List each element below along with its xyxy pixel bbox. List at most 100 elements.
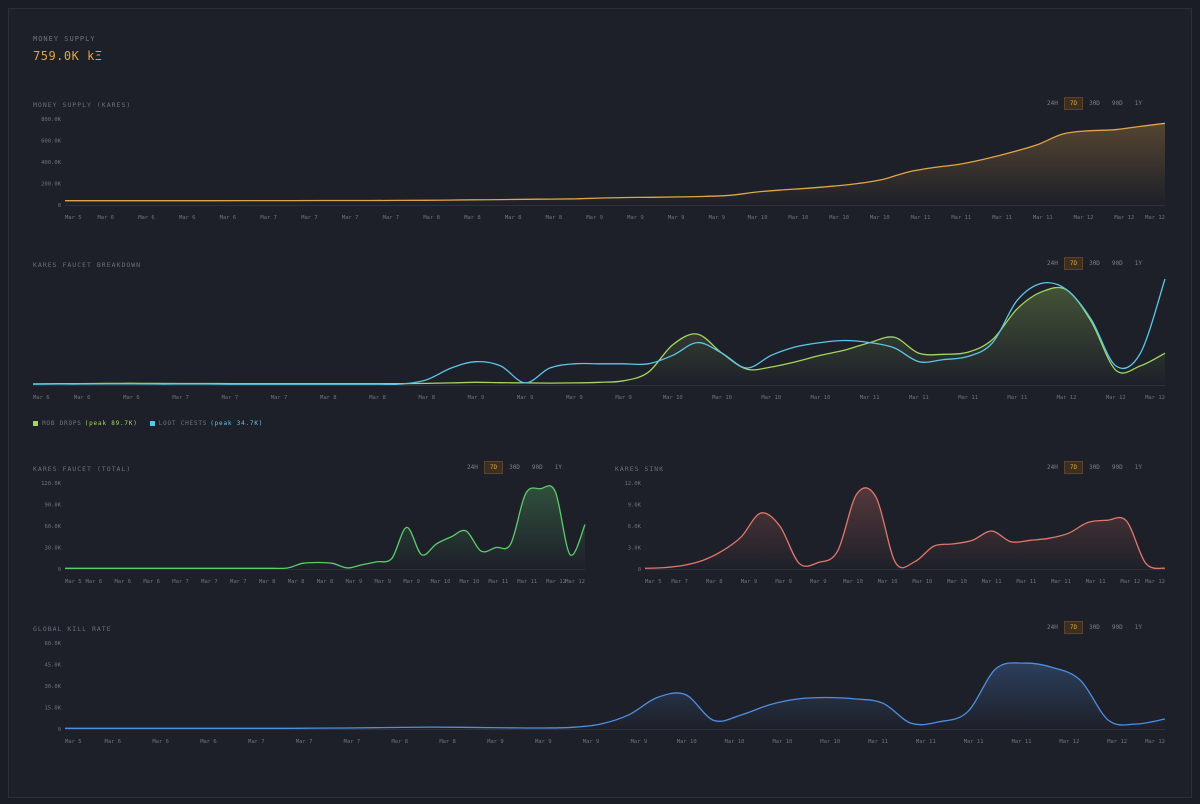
x-tick-label: Mar 7 — [296, 739, 313, 745]
chart-faucet-total: 0 30.0K 60.0K 90.0K 120.0K Mar 5 Mar 6 Mar 6 Mar… — [41, 481, 586, 585]
x-tick-label: Mar 7 — [342, 215, 359, 221]
x-tick-label: Mar 9 — [374, 579, 391, 585]
series-area — [65, 485, 585, 569]
series-area — [65, 123, 1165, 205]
chart-title-sink: KARES SINK — [615, 465, 665, 473]
range-24h-sink[interactable]: 24H — [1047, 464, 1058, 471]
legend-swatch-loot-chests — [149, 421, 155, 426]
x-tick-label: Mar 9 — [741, 579, 758, 585]
y-tick-label: 0 — [58, 727, 61, 733]
dashboard: MONEY SUPPLY 759.0K kΞ MONEY SUPPLY (KAR… — [8, 8, 1192, 798]
x-tick-label: Mar 10 — [748, 215, 768, 221]
range-30d-sink[interactable]: 30D — [1089, 464, 1100, 471]
series-area — [33, 287, 1165, 385]
money-supply-label: MONEY SUPPLY — [33, 35, 96, 43]
range-90d-money[interactable]: 90D — [1111, 100, 1123, 107]
chart-money-supply: 0 200.0K 400.0K 600.0K 800.0K Mar 5 Mar 6 Mar 6… — [41, 117, 1166, 221]
series-line[interactable] — [65, 485, 586, 570]
range-7d-money[interactable]: 7D — [1063, 97, 1084, 110]
series-line[interactable] — [644, 487, 1166, 570]
range-90d-kill[interactable]: 90D — [1111, 624, 1123, 631]
y-tick-label: 0 — [58, 203, 61, 209]
x-tick-label: Mar 10 — [788, 215, 808, 221]
range-7d-faucet[interactable]: 7D — [1063, 257, 1084, 270]
range-24h-kill[interactable]: 24H — [1047, 624, 1058, 631]
faucet-legend: MOB DROPS (peak 89.7K) LOOT CHESTS (peak 3… — [33, 420, 263, 427]
legend-loot-chests[interactable]: LOOT CHESTS (peak 34.7K) — [149, 420, 264, 427]
range-30d-kill[interactable]: 30D — [1089, 624, 1100, 631]
range-1y-kill[interactable]: 1Y — [1134, 624, 1142, 631]
series-line[interactable] — [64, 122, 1166, 202]
x-tick-label: Mar 8 — [369, 395, 386, 401]
x-tick-label: Mar 6 — [143, 579, 160, 585]
y-tick-label: 60.0K — [44, 524, 61, 530]
y-tick-label: 12.0K — [624, 481, 641, 487]
x-tick-label: Mar 6 — [114, 579, 131, 585]
range-30d-faucet_total[interactable]: 30D — [509, 464, 520, 471]
x-tick-label: Mar 9 — [615, 395, 632, 401]
x-tick-label: Mar 10 — [712, 395, 732, 401]
x-tick-label: Mar 11 — [1086, 579, 1106, 585]
x-tick-label: Mar 10 — [677, 739, 697, 745]
range-7d-faucet_total[interactable]: 7D — [483, 461, 504, 474]
x-tick-label: Mar 11 — [488, 579, 508, 585]
range-7d-sink[interactable]: 7D — [1063, 461, 1084, 474]
x-tick-label: Mar 10 — [870, 215, 890, 221]
range-1y-faucet_total[interactable]: 1Y — [554, 464, 562, 471]
range-30d-faucet[interactable]: 30D — [1089, 260, 1100, 267]
x-tick-label: Mar 12 — [1057, 395, 1077, 401]
x-tick-label: Mar 8 — [392, 739, 409, 745]
chart-title-faucet-breakdown: KARES FAUCET BREAKDOWN — [33, 261, 142, 269]
y-tick-label: 200.0K — [41, 182, 62, 188]
series-line[interactable] — [32, 278, 1166, 386]
x-tick-label: Mar 9 — [403, 579, 420, 585]
x-tick-label: Mar 8 — [259, 579, 276, 585]
range-1y-sink[interactable]: 1Y — [1134, 464, 1142, 471]
y-tick-label: 600.0K — [41, 139, 62, 145]
x-tick-label: Mar 11 — [916, 739, 936, 745]
y-tick-label: 15.0K — [44, 706, 61, 712]
legend-mob-drops[interactable]: MOB DROPS (peak 89.7K) — [33, 420, 138, 427]
x-tick-label: Mar 7 — [271, 395, 288, 401]
x-tick-label: Mar 8 — [320, 395, 337, 401]
x-tick-label: Mar 10 — [811, 395, 831, 401]
range-1y-money[interactable]: 1Y — [1134, 100, 1142, 107]
x-tick-label: Mar 7 — [344, 739, 361, 745]
y-tick-label: 0 — [58, 567, 61, 573]
range-24h-faucet_total[interactable]: 24H — [467, 464, 478, 471]
money-supply-value: 759.0K kΞ — [33, 49, 103, 63]
x-tick-label: Mar 10 — [912, 579, 932, 585]
x-tick-label: Mar 10 — [947, 579, 967, 585]
range-1y-faucet[interactable]: 1Y — [1134, 260, 1142, 267]
x-tick-label: Mar 11 — [1012, 739, 1032, 745]
x-tick-label: Mar 9 — [468, 395, 485, 401]
range-7d-kill[interactable]: 7D — [1063, 621, 1084, 634]
chart-sink: 0 3.0K 6.0K 9.0K 12.0K Mar 5 Mar 7 Mar 8 Mar 9 Ma… — [624, 481, 1166, 585]
x-tick-label: Mar 10 — [820, 739, 840, 745]
x-tick-label: Mar 6 — [86, 579, 103, 585]
range-90d-faucet[interactable]: 90D — [1111, 260, 1123, 267]
x-tick-label: Mar 6 — [74, 395, 91, 401]
range-selector-faucet-total: 24H 7D 30D 90D 1Y — [461, 461, 568, 474]
x-tick-label: Mar 11 — [982, 579, 1002, 585]
range-24h-faucet[interactable]: 24H — [1047, 260, 1058, 267]
x-tick-label: Mar 8 — [288, 579, 305, 585]
y-tick-label: 120.0K — [41, 481, 62, 487]
x-tick-label: Mar 10 — [431, 579, 451, 585]
x-tick-label: Mar 11 — [1033, 215, 1053, 221]
x-tick-label: Mar 9 — [586, 215, 603, 221]
x-tick-label: Mar 8 — [439, 739, 456, 745]
x-tick-label: Mar 12 — [1074, 215, 1094, 221]
range-30d-money[interactable]: 30D — [1089, 100, 1100, 107]
range-90d-faucet_total[interactable]: 90D — [531, 464, 543, 471]
x-tick-label: Mar 8 — [546, 215, 563, 221]
x-tick-label: Mar 12 — [1120, 579, 1140, 585]
x-tick-label: Mar 8 — [464, 215, 481, 221]
y-tick-label: 30.0K — [44, 684, 61, 690]
y-tick-label: 800.0K — [41, 117, 62, 123]
range-90d-sink[interactable]: 90D — [1111, 464, 1123, 471]
x-tick-label: Mar 11 — [1016, 579, 1036, 585]
x-tick-label: Mar 7 — [201, 579, 218, 585]
range-24h-money[interactable]: 24H — [1047, 100, 1058, 107]
series-line[interactable] — [65, 662, 1166, 729]
